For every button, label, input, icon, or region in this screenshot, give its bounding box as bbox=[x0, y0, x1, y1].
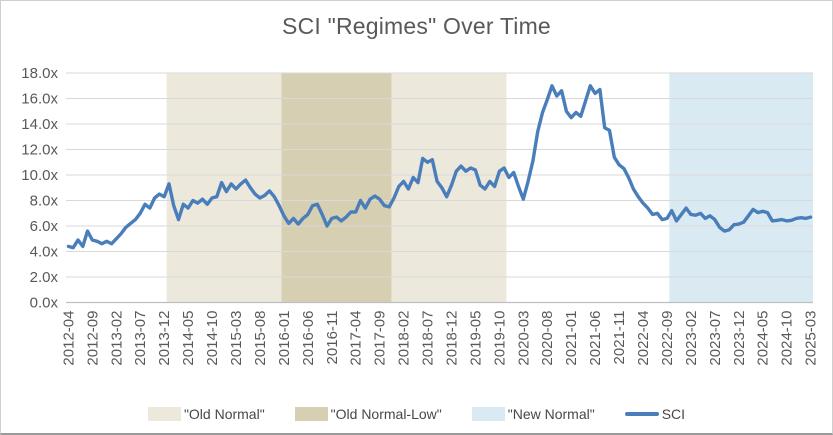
x-tick-label: 2018-07 bbox=[420, 311, 437, 366]
legend: "Old Normal" "Old Normal-Low" "New Norma… bbox=[1, 406, 832, 422]
x-tick-label: 2012-04 bbox=[60, 311, 77, 366]
y-tick-label: 10.0x bbox=[21, 167, 58, 184]
y-tick-label: 8.0x bbox=[30, 193, 59, 210]
x-tick-label: 2014-05 bbox=[180, 311, 197, 366]
y-tick-label: 14.0x bbox=[21, 116, 58, 133]
x-tick-label: 2021-11 bbox=[611, 311, 628, 365]
legend-label-old-normal-low: "Old Normal-Low" bbox=[330, 406, 442, 422]
y-tick-label: 12.0x bbox=[21, 142, 58, 159]
x-tick-label: 2023-07 bbox=[707, 311, 724, 366]
legend-label-old-normal: "Old Normal" bbox=[183, 406, 265, 422]
legend-line-swatch-sci bbox=[624, 412, 659, 416]
x-tick-label: 2013-07 bbox=[132, 311, 149, 366]
x-tick-label: 2023-12 bbox=[731, 311, 748, 366]
regime-band bbox=[669, 73, 813, 303]
x-tick-label: 2014-10 bbox=[204, 311, 221, 366]
x-tick-label: 2020-08 bbox=[539, 311, 556, 366]
x-tick-label: 2025-03 bbox=[803, 311, 820, 366]
x-tick-label: 2015-08 bbox=[252, 311, 269, 366]
x-tick-label: 2023-02 bbox=[683, 311, 700, 366]
x-tick-label: 2022-09 bbox=[659, 311, 676, 366]
x-tick-label: 2013-12 bbox=[156, 311, 173, 366]
legend-item-new-normal: "New Normal" bbox=[471, 406, 595, 422]
x-tick-label: 2015-03 bbox=[228, 311, 245, 366]
y-tick-label: 4.0x bbox=[30, 244, 59, 261]
sci-line bbox=[66, 84, 813, 250]
x-tick-label: 2024-05 bbox=[755, 311, 772, 366]
x-tick-label: 2018-02 bbox=[396, 311, 413, 366]
x-tick-label: 2016-06 bbox=[300, 311, 317, 366]
legend-label-sci: SCI bbox=[661, 406, 686, 422]
x-tick-label: 2016-01 bbox=[276, 311, 293, 366]
legend-item-old-normal-low: "Old Normal-Low" bbox=[294, 406, 442, 422]
y-tick-label: 0.0x bbox=[30, 295, 59, 312]
y-tick-label: 2.0x bbox=[30, 269, 59, 286]
x-tick-label: 2024-10 bbox=[779, 311, 796, 366]
y-tick-label: 16.0x bbox=[21, 91, 58, 108]
legend-label-new-normal: "New Normal" bbox=[507, 406, 595, 422]
y-tick-label: 6.0x bbox=[30, 218, 59, 235]
x-tick-label: 2013-02 bbox=[108, 311, 125, 366]
x-tick-label: 2017-09 bbox=[372, 311, 389, 366]
x-tick-label: 2018-12 bbox=[444, 311, 461, 366]
x-tick-label: 2016-11 bbox=[324, 311, 341, 365]
x-tick-label: 2021-01 bbox=[563, 311, 580, 366]
x-tick-label: 2019-05 bbox=[467, 311, 484, 366]
legend-swatch-old-normal bbox=[147, 407, 181, 421]
legend-swatch-new-normal bbox=[471, 407, 505, 421]
x-tick-label: 2022-04 bbox=[635, 311, 652, 366]
regime-band bbox=[281, 73, 392, 303]
x-tick-label: 2021-06 bbox=[587, 311, 604, 366]
legend-swatch-old-normal-low bbox=[294, 407, 328, 421]
x-tick-label: 2019-10 bbox=[491, 311, 508, 366]
y-tick-label: 18.0x bbox=[21, 65, 58, 82]
legend-item-sci: SCI bbox=[624, 406, 686, 422]
x-tick-label: 2020-03 bbox=[515, 311, 532, 366]
x-tick-label: 2017-04 bbox=[348, 311, 365, 366]
legend-item-old-normal: "Old Normal" bbox=[147, 406, 265, 422]
x-tick-label: 2012-09 bbox=[84, 311, 101, 366]
chart-title: SCI "Regimes" Over Time bbox=[282, 13, 551, 39]
